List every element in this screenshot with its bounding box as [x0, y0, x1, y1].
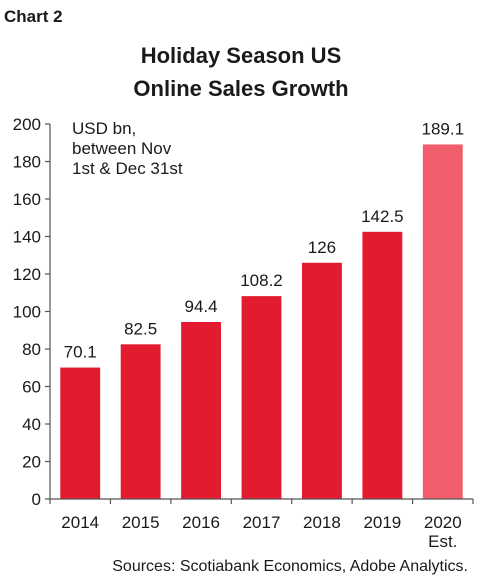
bar-2017 [241, 296, 282, 499]
y-tick-label-140: 140 [13, 228, 41, 247]
y-tick-label-160: 160 [13, 190, 41, 209]
y-tick-label-40: 40 [22, 415, 41, 434]
bar-2016 [181, 322, 222, 499]
data-label-2020: 189.1 [422, 119, 465, 138]
data-label-2015: 82.5 [124, 319, 157, 338]
y-tick-label-20: 20 [22, 453, 41, 472]
unit-annotation-line-1: USD bn, [72, 119, 136, 138]
chart-label: Chart 2 [4, 7, 63, 26]
bar-2014 [60, 367, 101, 499]
data-label-2014: 70.1 [64, 343, 97, 362]
unit-annotation-line-2: between Nov [72, 139, 172, 158]
data-label-2019: 142.5 [361, 207, 404, 226]
y-tick-label-0: 0 [32, 490, 41, 509]
data-label-2017: 108.2 [240, 271, 283, 290]
y-tick-label-120: 120 [13, 265, 41, 284]
y-tick-label-200: 200 [13, 115, 41, 134]
bars-layer: 70.1 82.5 94.4 108.2 126 142.5 189.1 [60, 119, 464, 499]
x-tick-label-2015: 2015 [122, 513, 160, 532]
x-tick-label-2018: 2018 [303, 513, 341, 532]
y-tick-label-100: 100 [13, 303, 41, 322]
data-label-2016: 94.4 [185, 297, 218, 316]
chart-title-line-2: Online Sales Growth [133, 76, 348, 101]
source-note: Sources: Scotiabank Economics, Adobe Ana… [112, 558, 468, 575]
x-tick-sublabel-2020: Est. [428, 532, 457, 551]
bar-2019 [362, 231, 403, 499]
unit-annotation-line-3: 1st & Dec 31st [72, 159, 183, 178]
x-tick-label-2016: 2016 [182, 513, 220, 532]
y-tick-label-60: 60 [22, 378, 41, 397]
y-tick-label-80: 80 [22, 340, 41, 359]
x-tick-label-2017: 2017 [243, 513, 281, 532]
y-tick-label-180: 180 [13, 153, 41, 172]
bar-2015 [120, 344, 161, 499]
x-tick-label-2014: 2014 [61, 513, 99, 532]
bar-2018 [301, 262, 342, 499]
x-tick-label-2020: 2020 [424, 513, 462, 532]
chart-title-line-1: Holiday Season US [141, 43, 342, 68]
bar-2020 [422, 144, 463, 499]
x-tick-label-2019: 2019 [363, 513, 401, 532]
data-label-2018: 126 [308, 238, 336, 257]
